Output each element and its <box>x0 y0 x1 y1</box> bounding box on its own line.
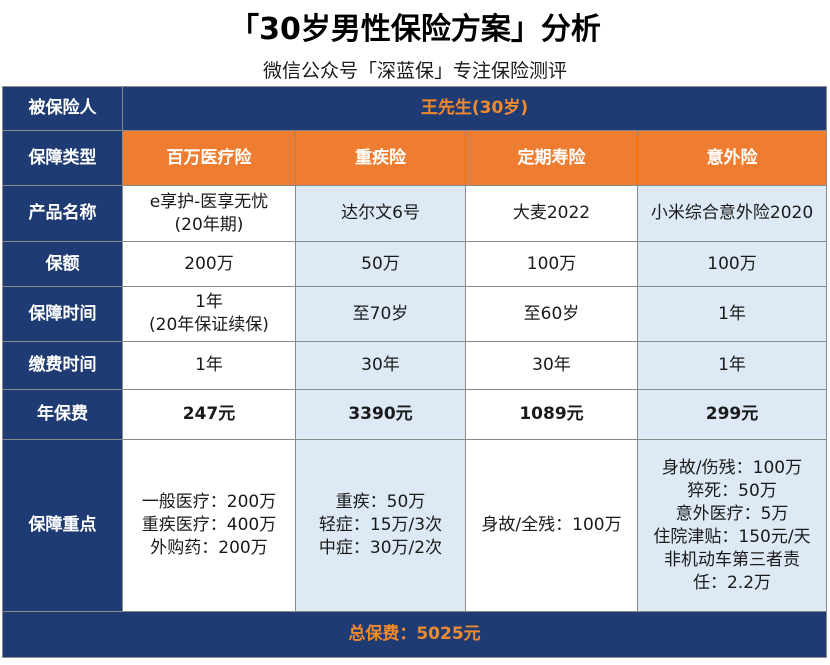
product-cell: e享护-医享无忧 (20年期) <box>122 185 296 242</box>
annual-premium-cell: 247元 <box>122 389 296 440</box>
coverage-period-line: 1年 <box>195 292 223 312</box>
key-coverage-line: 轻症：15万/3次 <box>318 515 443 535</box>
key-coverage-line: 猝死：50万 <box>687 480 777 501</box>
key-coverage-cell: 身故/全残：100万 <box>465 439 638 612</box>
row-product: 产品名称 e享护-医享无忧 (20年期) 达尔文6号 大麦2022 小米综合意外… <box>2 185 828 242</box>
coverage-type-accident: 意外险 <box>636 130 828 186</box>
coverage-period-cell: 1年 (20年保证续保) <box>122 286 296 342</box>
row-total: 总保费：5025元 <box>1 611 828 658</box>
key-coverage-label: 保障重点 <box>2 439 123 612</box>
annual-premium-cell: 3390元 <box>295 389 466 440</box>
row-key-coverage: 保障重点 一般医疗：200万 重疾医疗：400万 外购药：200万 重疾：50万… <box>2 439 828 612</box>
sum-insured-cell: 50万 <box>295 241 466 287</box>
coverage-period-line: 至70岁 <box>352 303 409 324</box>
key-coverage-line: 中症：30万/2次 <box>318 538 443 558</box>
key-coverage-line: 一般医疗：200万 <box>141 492 277 512</box>
product-line: e享护-医享无忧 <box>149 191 269 212</box>
row-annual-premium: 年保费 247元 3390元 1089元 299元 <box>2 389 828 440</box>
coverage-period-cell: 至70岁 <box>295 286 466 342</box>
coverage-type-label: 保障类型 <box>2 130 123 186</box>
row-insured: 被保险人 王先生(30岁) <box>2 86 828 131</box>
annual-premium-label: 年保费 <box>2 389 123 440</box>
insured-label: 被保险人 <box>2 86 123 131</box>
coverage-type-critical-illness: 重疾险 <box>295 130 466 186</box>
coverage-period-line: 1年 <box>718 303 746 324</box>
annual-premium-cell: 299元 <box>636 389 828 440</box>
product-label: 产品名称 <box>2 185 123 242</box>
row-payment-period: 缴费时间 1年 30年 30年 1年 <box>2 341 828 390</box>
sum-insured-cell: 200万 <box>122 241 296 287</box>
product-line: (20年期) <box>174 214 244 235</box>
key-coverage-line: 外购药：200万 <box>150 538 268 558</box>
coverage-type-term-life: 定期寿险 <box>465 130 638 186</box>
key-coverage-line: 住院津贴：150元/天 <box>653 526 811 547</box>
insured-value: 王先生(30岁) <box>121 86 828 131</box>
row-sum-insured: 保额 200万 50万 100万 100万 <box>2 241 828 287</box>
key-coverage-line: 重疾：50万 <box>335 492 426 512</box>
key-coverage-cell: 身故/伤残：100万 猝死：50万 意外医疗：5万 住院津贴：150元/天 非机… <box>636 439 828 612</box>
page-title: 「30岁男性保险方案」分析 <box>229 12 601 47</box>
key-coverage-line: 非机动车第三者责 <box>664 549 800 570</box>
product-line: 达尔文6号 <box>341 203 420 223</box>
payment-period-cell: 1年 <box>636 341 828 390</box>
product-line: 小米综合意外险2020 <box>650 203 814 223</box>
annual-premium-cell: 1089元 <box>465 389 638 440</box>
payment-period-cell: 30年 <box>295 341 466 390</box>
key-coverage-line: 重疾医疗：400万 <box>141 515 277 535</box>
key-coverage-line: 身故/全残：100万 <box>481 515 622 535</box>
key-coverage-line: 任：2.2万 <box>692 572 772 593</box>
product-cell: 大麦2022 <box>465 185 638 242</box>
payment-period-label: 缴费时间 <box>2 341 123 390</box>
key-coverage-line: 身故/伤残：100万 <box>661 457 803 478</box>
coverage-period-label: 保障时间 <box>2 286 123 342</box>
page-subtitle: 微信公众号「深蓝保」专注保险测评 <box>262 59 567 82</box>
row-coverage-period: 保障时间 1年 (20年保证续保) 至70岁 至60岁 1年 <box>2 286 828 342</box>
key-coverage-cell: 一般医疗：200万 重疾医疗：400万 外购药：200万 <box>122 439 296 612</box>
plan-table: 被保险人 王先生(30岁) 保障类型 百万医疗险 重疾险 定期寿险 意外险 产品… <box>1 86 828 658</box>
payment-period-cell: 1年 <box>122 341 296 390</box>
coverage-type-medical: 百万医疗险 <box>122 130 296 186</box>
sum-insured-label: 保额 <box>2 241 123 287</box>
key-coverage-line: 意外医疗：5万 <box>675 503 789 524</box>
total-premium: 总保费：5025元 <box>1 611 828 658</box>
sum-insured-cell: 100万 <box>465 241 638 287</box>
coverage-period-cell: 1年 <box>636 286 828 342</box>
sum-insured-cell: 100万 <box>636 241 828 287</box>
coverage-period-line: (20年保证续保) <box>149 315 269 335</box>
row-coverage-type: 保障类型 百万医疗险 重疾险 定期寿险 意外险 <box>2 130 828 186</box>
product-cell: 达尔文6号 <box>295 185 466 242</box>
coverage-period-line: 至60岁 <box>523 303 580 324</box>
coverage-period-cell: 至60岁 <box>465 286 638 342</box>
key-coverage-cell: 重疾：50万 轻症：15万/3次 中症：30万/2次 <box>295 439 466 612</box>
product-cell: 小米综合意外险2020 <box>636 185 828 242</box>
payment-period-cell: 30年 <box>465 341 638 390</box>
product-line: 大麦2022 <box>512 203 591 223</box>
